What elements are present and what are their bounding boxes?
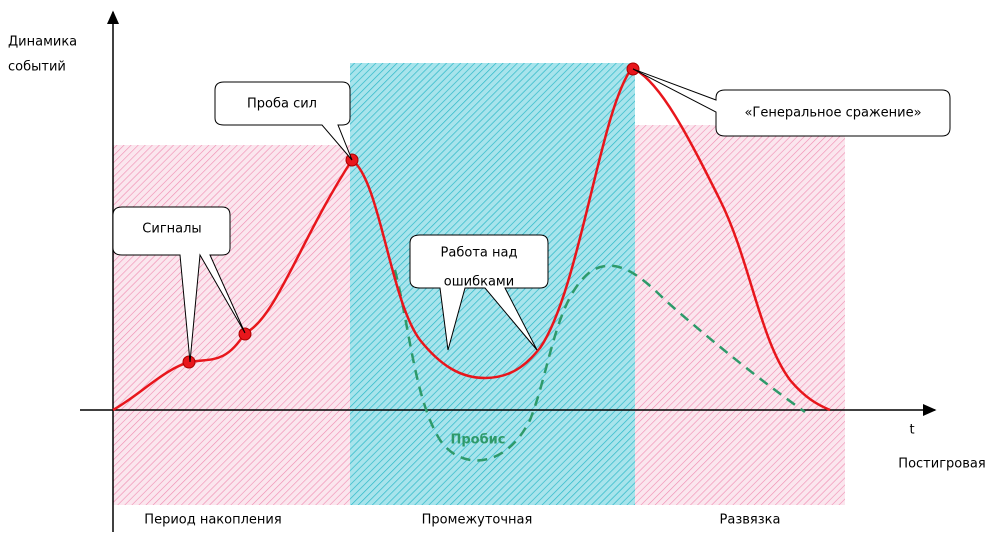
point-signal-2 (238, 327, 252, 341)
y-axis-label: событий (8, 60, 66, 75)
callout-probe (214, 81, 353, 161)
zone-label: Развязка (720, 513, 781, 528)
dip-curve (393, 264, 806, 462)
dip-label: Пробис (450, 433, 505, 448)
callout-text: Проба сил (247, 97, 317, 112)
zone-label: Промежуточная (422, 513, 533, 528)
callout-work (409, 234, 549, 351)
post-label: Постигровая (898, 457, 985, 472)
x-axis-label: t (909, 423, 914, 438)
point-signal-1 (182, 355, 196, 369)
callout-text: ошибками (444, 275, 514, 290)
callout-battle (632, 68, 951, 137)
zone-denouement (635, 125, 845, 505)
callout-text: «Генеральное сражение» (744, 106, 921, 121)
zone-label: Период накопления (144, 513, 281, 528)
callout-text: Работа над (441, 246, 518, 261)
callout-signals (112, 206, 246, 363)
zone-accumulation (113, 145, 350, 505)
callout-text: Сигналы (142, 222, 201, 237)
y-axis-label: Динамика (8, 35, 77, 50)
